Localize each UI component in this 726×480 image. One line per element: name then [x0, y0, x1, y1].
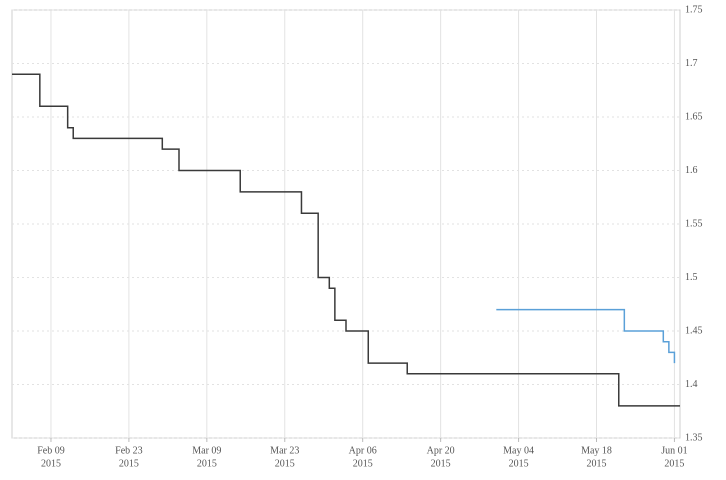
x-tick-label: 2015 [197, 458, 217, 469]
y-tick-label: 1.65 [685, 111, 703, 122]
y-tick-label: 1.4 [685, 379, 698, 390]
x-tick-label: 2015 [353, 458, 373, 469]
x-tick-label: 2015 [41, 458, 61, 469]
x-tick-label: Jun 01 [661, 445, 687, 456]
x-tick-label: Feb 23 [115, 445, 143, 456]
x-tick-label: 2015 [509, 458, 529, 469]
x-tick-label: Mar 09 [192, 445, 221, 456]
y-tick-label: 1.75 [685, 4, 703, 15]
x-tick-label: 2015 [275, 458, 295, 469]
x-tick-label: 2015 [664, 458, 684, 469]
y-tick-label: 1.45 [685, 325, 703, 336]
x-tick-label: 2015 [119, 458, 139, 469]
x-tick-label: Mar 23 [270, 445, 299, 456]
y-tick-label: 1.6 [685, 165, 698, 176]
x-tick-label: May 04 [503, 445, 534, 456]
y-tick-label: 1.7 [685, 58, 698, 69]
y-tick-label: 1.35 [685, 432, 703, 443]
y-tick-label: 1.5 [685, 272, 698, 283]
x-tick-label: Feb 09 [37, 445, 65, 456]
x-tick-label: 2015 [431, 458, 451, 469]
x-tick-label: Apr 06 [349, 445, 377, 456]
x-tick-label: 2015 [587, 458, 607, 469]
step-line [496, 308, 676, 364]
x-tick-label: Apr 20 [427, 445, 455, 456]
y-tick-label: 1.55 [685, 218, 703, 229]
step-line [12, 73, 680, 407]
x-tick-label: May 18 [581, 445, 612, 456]
